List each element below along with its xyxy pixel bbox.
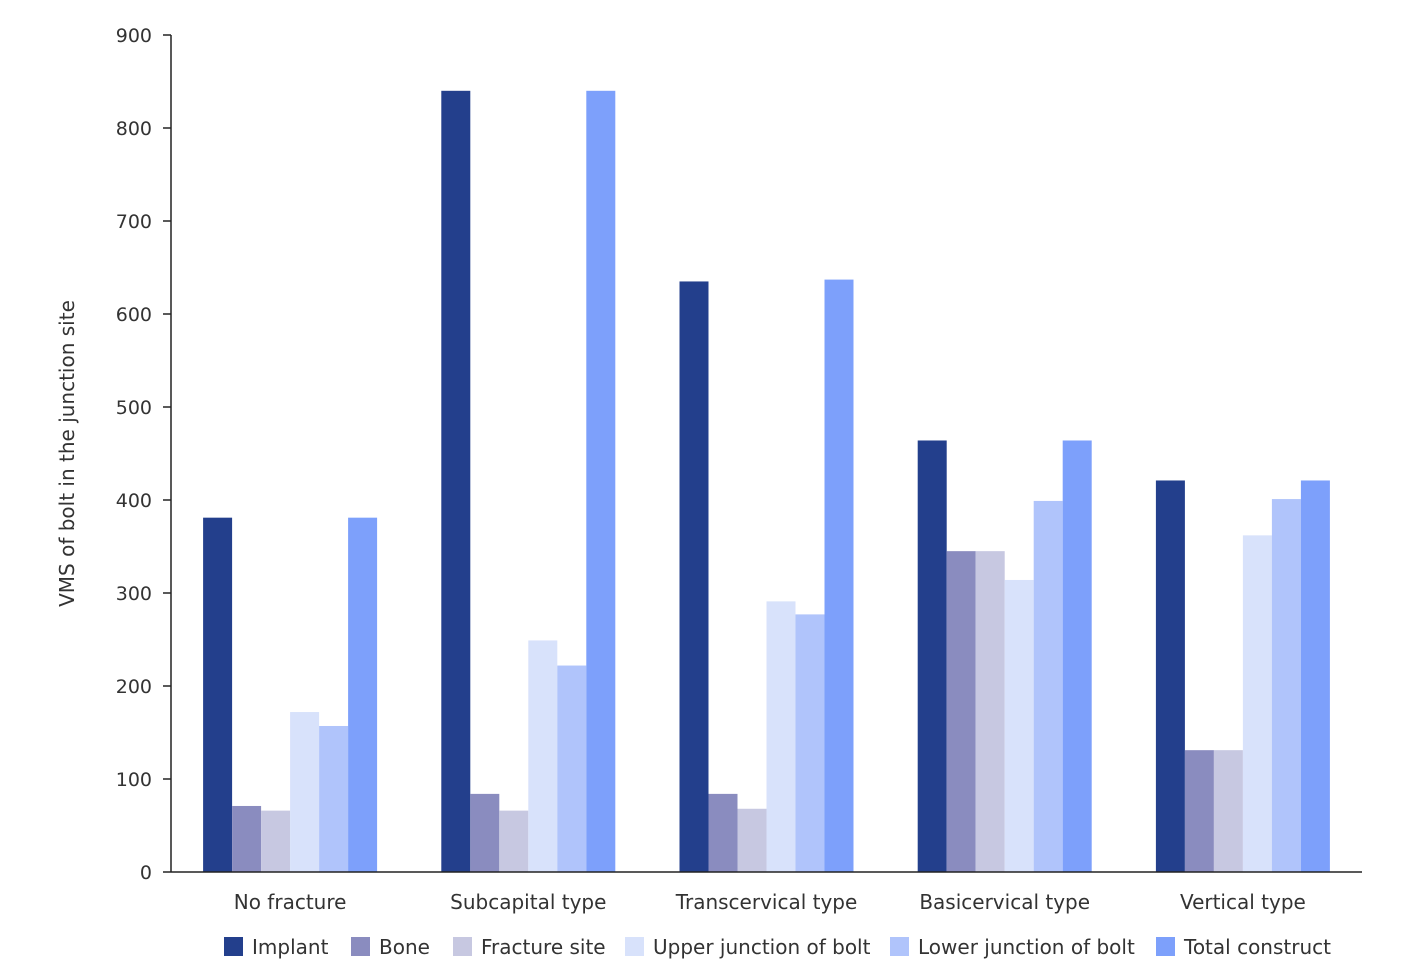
y-tick-label: 0 bbox=[140, 862, 152, 884]
legend-label: Total construct bbox=[1183, 935, 1331, 959]
y-axis-ticks: 0 100 200 300 400 500 600 700 800 900 bbox=[116, 25, 171, 884]
bar-total-construct-4 bbox=[1062, 440, 1092, 872]
x-category-label: Vertical type bbox=[1180, 890, 1306, 914]
bar-fracture-site-1 bbox=[261, 810, 291, 872]
bar-implant-5 bbox=[1155, 480, 1185, 872]
legend-swatch bbox=[890, 937, 909, 956]
y-tick-label: 700 bbox=[116, 211, 152, 233]
bar-implant-1 bbox=[203, 517, 233, 872]
x-category-label: Basicervical type bbox=[919, 890, 1090, 914]
x-axis-labels: No fracture Subcapital type Transcervical … bbox=[234, 890, 1306, 914]
x-category-label: Subcapital type bbox=[450, 890, 606, 914]
bar-total-construct-5 bbox=[1300, 480, 1330, 872]
y-tick-label: 100 bbox=[116, 769, 152, 791]
bar-lower-junction-of-bolt-2 bbox=[557, 665, 587, 872]
y-tick-label: 900 bbox=[116, 25, 152, 47]
bar-upper-junction-of-bolt-3 bbox=[766, 601, 796, 872]
legend: Implant Bone Fracture site Upper junction o… bbox=[224, 935, 1331, 959]
bar-lower-junction-of-bolt-4 bbox=[1033, 500, 1063, 872]
legend-swatch bbox=[1156, 937, 1175, 956]
bar-upper-junction-of-bolt-5 bbox=[1242, 535, 1272, 872]
bar-lower-junction-of-bolt-1 bbox=[319, 725, 349, 872]
bar-upper-junction-of-bolt-4 bbox=[1004, 579, 1034, 872]
bar-implant-3 bbox=[679, 281, 709, 872]
legend-label: Lower junction of bolt bbox=[918, 935, 1135, 959]
legend-swatch bbox=[351, 937, 370, 956]
legend-swatch bbox=[224, 937, 243, 956]
x-category-label: No fracture bbox=[234, 890, 347, 914]
bar-total-construct-1 bbox=[348, 517, 378, 872]
bar-upper-junction-of-bolt-1 bbox=[290, 712, 320, 872]
legend-swatch bbox=[625, 937, 644, 956]
bar-total-construct-3 bbox=[824, 279, 854, 873]
bar-fracture-site-3 bbox=[737, 808, 767, 872]
bar-fracture-site-5 bbox=[1213, 750, 1243, 872]
y-tick-label: 200 bbox=[116, 676, 152, 698]
bar-lower-junction-of-bolt-5 bbox=[1271, 499, 1301, 872]
bar-fracture-site-2 bbox=[499, 810, 529, 872]
y-tick-label: 500 bbox=[116, 397, 152, 419]
bar-implant-2 bbox=[441, 90, 471, 873]
legend-label: Upper junction of bolt bbox=[653, 935, 871, 959]
legend-label: Implant bbox=[252, 935, 329, 959]
bar-implant-4 bbox=[917, 440, 947, 872]
bar-total-construct-2 bbox=[586, 90, 616, 873]
bar-bone-3 bbox=[708, 793, 738, 872]
legend-label: Fracture site bbox=[481, 935, 606, 959]
bar-upper-junction-of-bolt-2 bbox=[528, 640, 558, 872]
bar-fracture-site-4 bbox=[975, 551, 1005, 872]
y-tick-label: 400 bbox=[116, 490, 152, 512]
bar-lower-junction-of-bolt-3 bbox=[795, 614, 825, 872]
bar-bone-5 bbox=[1184, 750, 1214, 872]
y-tick-label: 600 bbox=[116, 304, 152, 326]
bar-bone-1 bbox=[232, 805, 262, 872]
bar-bone-2 bbox=[470, 793, 500, 872]
legend-label: Bone bbox=[379, 935, 430, 959]
y-tick-label: 300 bbox=[116, 583, 152, 605]
y-tick-label: 800 bbox=[116, 118, 152, 140]
bar-bone-4 bbox=[946, 551, 976, 872]
bars bbox=[203, 90, 1330, 873]
x-category-label: Transcervical type bbox=[675, 890, 858, 914]
legend-swatch bbox=[453, 937, 472, 956]
y-axis-title: VMS of bolt in the junction site bbox=[55, 300, 79, 607]
